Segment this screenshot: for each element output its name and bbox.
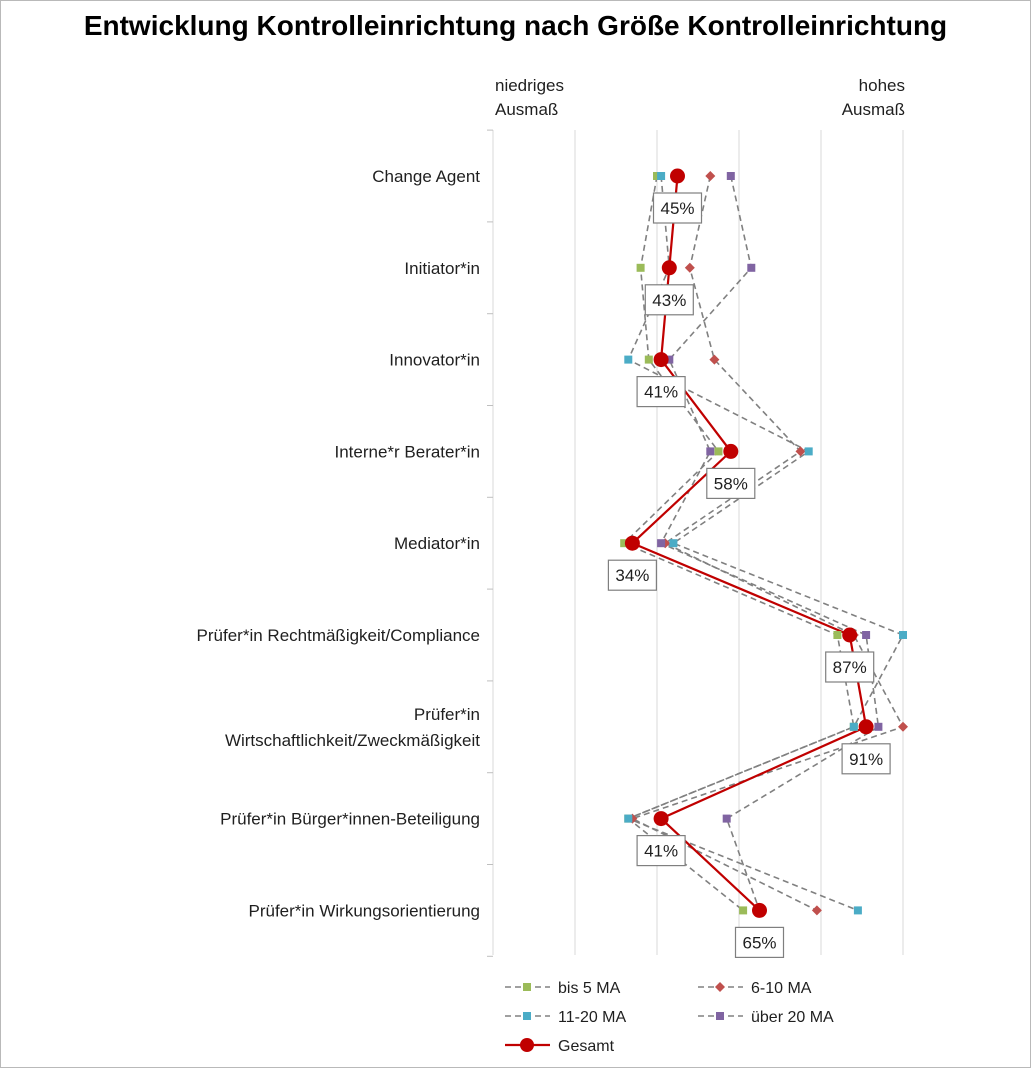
series-markers <box>620 168 908 918</box>
marker-square <box>657 172 666 180</box>
marker-gesamt <box>653 811 669 827</box>
marker-gesamt <box>661 260 677 276</box>
marker-diamond <box>795 446 806 457</box>
data-label: 45% <box>660 199 694 218</box>
marker-diamond <box>898 721 908 732</box>
marker-square <box>722 814 731 823</box>
marker-square <box>624 355 633 364</box>
marker-gesamt <box>723 443 739 459</box>
data-label-box <box>825 651 875 683</box>
scale-low-label: niedriges <box>495 76 564 95</box>
data-label: 41% <box>644 842 678 861</box>
legend-marker <box>715 982 725 992</box>
marker-square <box>853 906 862 915</box>
data-label-box <box>706 467 756 499</box>
category-labels: Change Agent Initiator*in Innovator*in Inte… <box>197 167 481 920</box>
grid-lines <box>487 129 904 957</box>
marker-square <box>620 539 629 548</box>
legend-label: bis 5 MA <box>558 980 621 997</box>
data-label: 91% <box>849 750 883 769</box>
marker-diamond <box>709 354 720 365</box>
legend-marker <box>523 1012 531 1020</box>
marker-gesamt <box>624 535 640 551</box>
category-label: Change Agent <box>372 167 480 186</box>
legend: bis 5 MA 6-10 MA 11-20 MA über 20 MA Gesamt <box>505 980 834 1055</box>
marker-square <box>714 447 723 456</box>
data-label-box <box>607 559 658 591</box>
chart-title: Entwicklung Kontrolleinrichtung nach Grö… <box>83 10 948 41</box>
legend-marker <box>520 1038 534 1052</box>
marker-square <box>862 631 871 639</box>
scale-end-labels: niedriges Ausmaß hohes Ausmaß <box>495 76 905 119</box>
marker-square <box>624 814 633 823</box>
marker-square <box>669 539 678 548</box>
marker-square <box>874 722 883 731</box>
marker-square <box>653 172 661 180</box>
marker-square <box>665 355 674 364</box>
series-line-1 <box>630 175 905 912</box>
marker-diamond <box>705 171 716 181</box>
data-label: 41% <box>644 383 678 402</box>
data-label: 58% <box>714 474 748 493</box>
marker-square <box>726 172 735 180</box>
marker-gesamt <box>752 902 767 918</box>
category-label: Initiator*in <box>404 259 480 278</box>
category-label: Innovator*in <box>389 351 480 370</box>
marker-square <box>849 722 858 731</box>
marker-square <box>657 539 666 548</box>
category-label: Prüfer*in Wirkungsorientierung <box>249 901 481 920</box>
marker-gesamt <box>842 627 858 643</box>
data-label: 87% <box>833 658 867 677</box>
category-label: Interne*r Berater*in <box>334 442 480 461</box>
scale-low-label: Ausmaß <box>495 100 558 119</box>
marker-square <box>833 631 842 639</box>
marker-gesamt <box>670 168 685 184</box>
marker-diamond <box>811 905 822 916</box>
legend-marker <box>716 1012 724 1020</box>
data-label-box <box>644 284 694 316</box>
marker-diamond <box>684 262 695 273</box>
marker-gesamt <box>858 719 874 735</box>
data-label-box <box>636 834 686 867</box>
data-label-box <box>841 743 891 775</box>
legend-marker <box>523 983 531 991</box>
legend-label: 6-10 MA <box>751 980 812 997</box>
data-labels: 45% 43% 41% 58% 34% 87% 91% 41% 65% <box>607 192 891 959</box>
marker-square <box>899 631 907 639</box>
data-label: 43% <box>652 291 686 310</box>
category-label: Wirtschaftlichkeit/Zweckmäßigkeit <box>225 731 480 750</box>
legend-label: 11-20 MA <box>558 1009 627 1026</box>
data-label-box <box>636 376 686 408</box>
data-label-box <box>734 926 785 959</box>
marker-square <box>804 447 813 456</box>
data-label-box <box>652 192 703 224</box>
category-label: Mediator*in <box>394 534 480 553</box>
category-label: Prüfer*in <box>414 705 480 724</box>
scale-high-label: hohes <box>859 76 905 95</box>
scale-high-label: Ausmaß <box>842 100 905 119</box>
data-label: 65% <box>742 933 776 952</box>
category-label: Prüfer*in Rechtmäßigkeit/Compliance <box>197 626 480 645</box>
marker-square <box>706 447 715 456</box>
marker-gesamt <box>653 352 669 368</box>
legend-label: über 20 MA <box>751 1009 834 1026</box>
marker-square <box>636 263 645 272</box>
legend-label: Gesamt <box>558 1038 615 1055</box>
category-label: Prüfer*in Bürger*innen-Beteiligung <box>220 810 480 829</box>
marker-square <box>747 263 756 272</box>
marker-square <box>739 906 748 915</box>
marker-square <box>644 355 653 364</box>
data-label: 34% <box>615 566 649 585</box>
